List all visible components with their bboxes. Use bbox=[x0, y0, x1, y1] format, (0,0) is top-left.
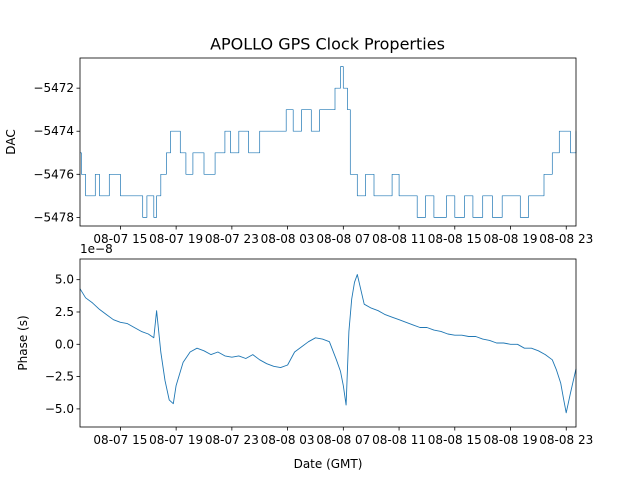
x-tick-label: 08-07 15 bbox=[93, 433, 147, 447]
phase-series bbox=[79, 274, 577, 414]
phase-xlabel: Date (GMT) bbox=[294, 457, 363, 471]
x-tick-label: 08-08 19 bbox=[484, 433, 538, 447]
dac-plot-frame bbox=[79, 57, 577, 227]
x-tick-label: 08-08 07 bbox=[316, 232, 370, 246]
x-tick-label: 08-08 15 bbox=[428, 232, 482, 246]
y-tick-label: 0.0 bbox=[55, 337, 74, 351]
x-tick-label: 08-08 03 bbox=[261, 232, 315, 246]
x-tick-label: 08-08 15 bbox=[428, 433, 482, 447]
y-tick-label: −5476 bbox=[33, 167, 74, 181]
x-tick-label: 08-08 23 bbox=[539, 433, 593, 447]
y-tick-label: −5.0 bbox=[45, 402, 74, 416]
x-tick-label: 08-08 11 bbox=[372, 232, 426, 246]
x-tick-label: 08-07 19 bbox=[149, 433, 203, 447]
x-tick-label: 08-08 07 bbox=[316, 433, 370, 447]
phase-ylabel: Phase (s) bbox=[16, 315, 30, 370]
x-tick-label: 08-07 15 bbox=[93, 232, 147, 246]
x-tick-label: 08-07 19 bbox=[149, 232, 203, 246]
y-tick-label: −5472 bbox=[33, 81, 74, 95]
y-tick-label: −5478 bbox=[33, 210, 74, 224]
x-tick-label: 08-07 23 bbox=[205, 232, 259, 246]
dac-ylabel: DAC bbox=[4, 129, 18, 154]
x-tick-label: 08-08 03 bbox=[261, 433, 315, 447]
chart-title: APOLLO GPS Clock Properties bbox=[210, 35, 445, 54]
phase-offset-label: 1e−8 bbox=[80, 242, 113, 256]
phase-ticks: 5.0 2.5 0.0 −2.5 −5.0 08-07 15 08-07 19 08-07 2… bbox=[45, 273, 593, 447]
series-line bbox=[80, 66, 577, 218]
phase-panel: 5.0 2.5 0.0 −2.5 −5.0 08-07 15 08-07 19 08-07 2… bbox=[16, 242, 593, 471]
y-tick-label: −5474 bbox=[33, 124, 74, 138]
dac-series bbox=[80, 66, 577, 218]
y-tick-label: 2.5 bbox=[55, 305, 74, 319]
series-line bbox=[79, 274, 577, 414]
x-tick-label: 08-08 23 bbox=[539, 232, 593, 246]
x-tick-label: 08-07 23 bbox=[205, 433, 259, 447]
y-tick-label: 5.0 bbox=[55, 273, 74, 287]
y-tick-label: −2.5 bbox=[45, 370, 74, 384]
phase-plot-frame bbox=[79, 258, 577, 428]
x-tick-label: 08-08 11 bbox=[372, 433, 426, 447]
x-tick-label: 08-08 19 bbox=[484, 232, 538, 246]
